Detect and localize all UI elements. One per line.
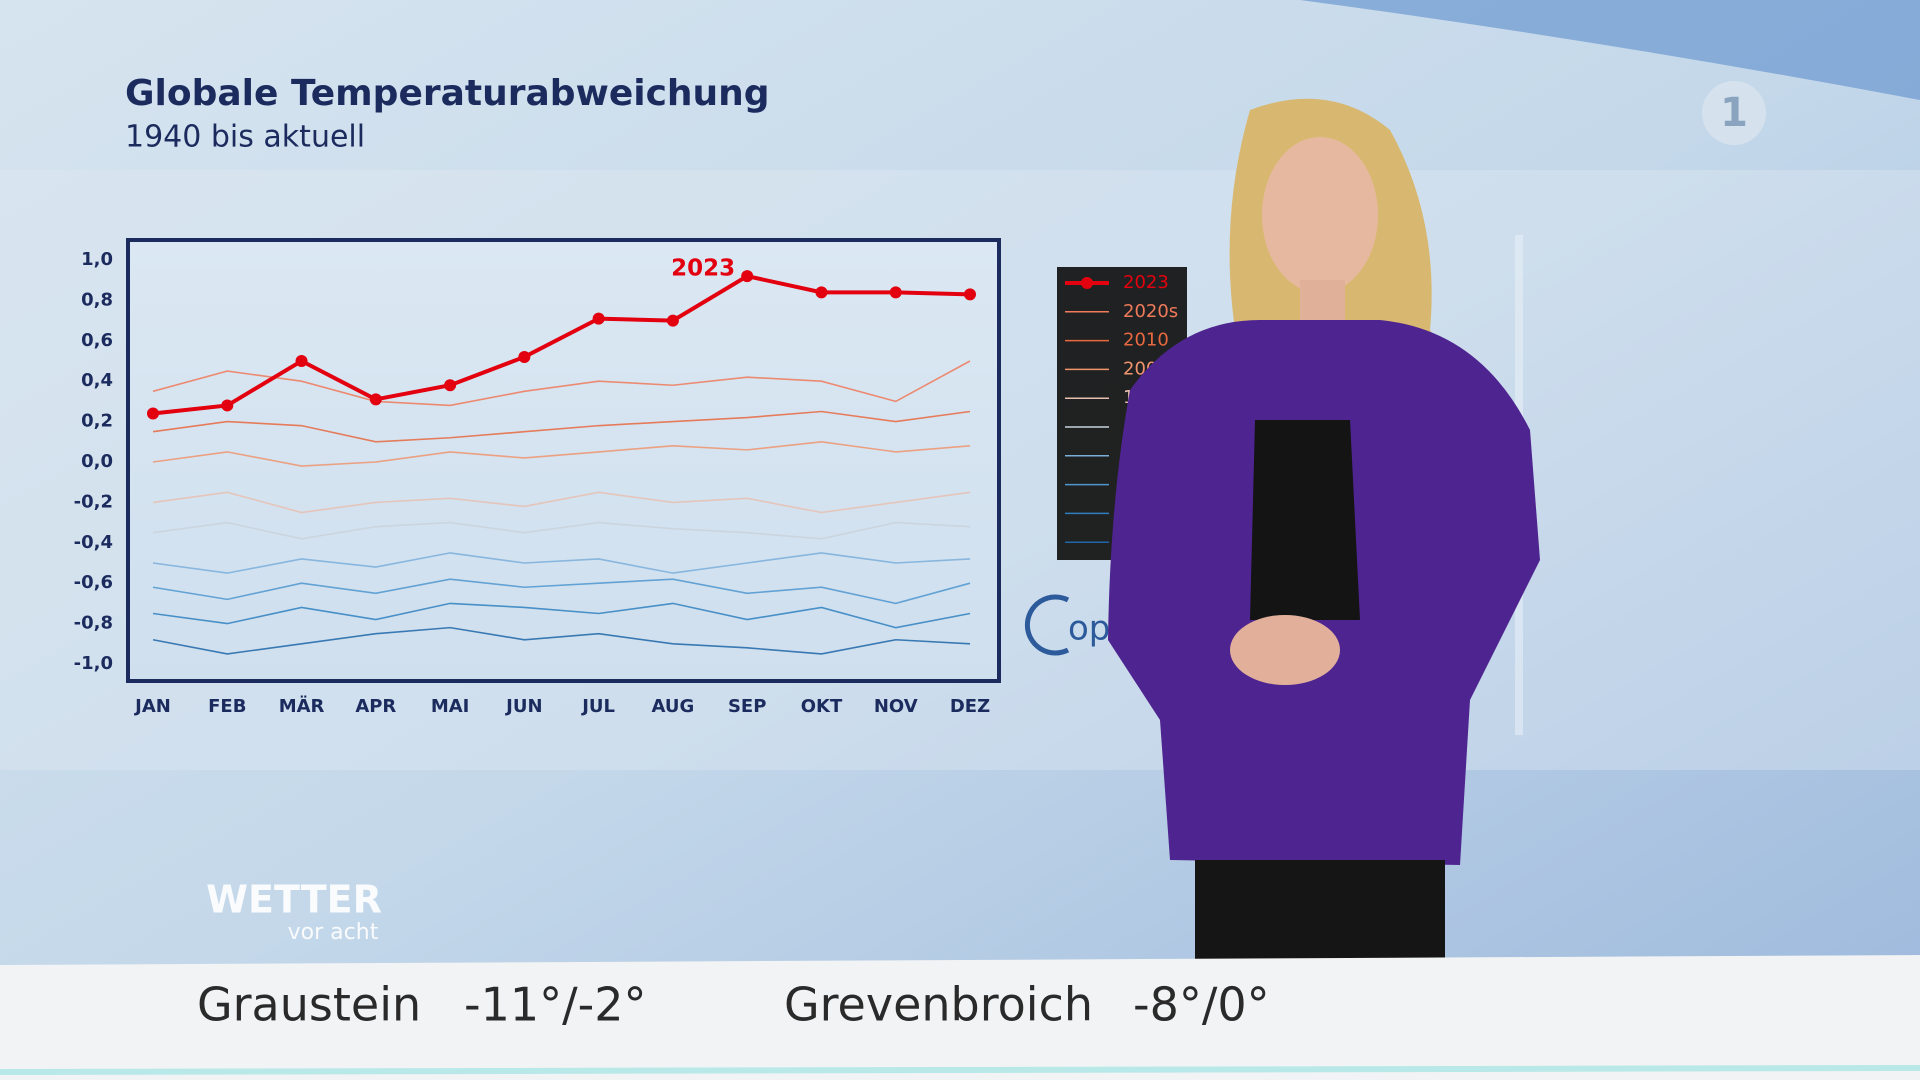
trousers <box>1195 860 1445 970</box>
series-line <box>152 521 971 540</box>
data-point <box>444 379 457 392</box>
legend-marker <box>1081 277 1093 289</box>
series-line <box>152 578 971 605</box>
data-point <box>889 286 902 299</box>
y-tick-label: 0,4 <box>81 370 113 391</box>
channel-logo: 1 <box>1702 81 1766 145</box>
presenter <box>1108 98 1540 970</box>
y-tick-label: 1,0 <box>81 249 113 270</box>
series-line <box>152 360 971 407</box>
x-tick-label: JUN <box>504 696 542 717</box>
backdrop-shape <box>1300 0 1920 100</box>
series-line <box>152 552 971 574</box>
y-tick-label: 0,2 <box>81 411 113 432</box>
show-subtitle: vor acht <box>288 920 379 945</box>
x-tick-label: SEP <box>728 696 766 717</box>
ticker-line <box>0 1065 1920 1075</box>
series-line <box>152 626 971 655</box>
data-point <box>964 288 976 301</box>
x-tick-label: DEZ <box>950 696 990 717</box>
legend-label: 2023 <box>1123 272 1169 293</box>
x-tick-label: AUG <box>652 696 695 717</box>
y-tick-label: -0,4 <box>74 532 113 553</box>
ticker-city: Grevenbroich <box>784 978 1093 1032</box>
x-tick-label: NOV <box>874 696 918 717</box>
plot-layer: -1,0 -0,8 -0,6 -0,4 -0,2 0,0 0,2 0,4 0,6 0,8 1,0 JA… <box>74 249 991 717</box>
series-line <box>152 602 971 629</box>
x-tick-label: JAN <box>133 696 171 717</box>
ticker-temps: -8°/0° <box>1133 978 1270 1032</box>
x-tick-label: APR <box>355 696 396 717</box>
series-line <box>152 440 971 467</box>
data-point <box>221 399 234 412</box>
hands <box>1230 615 1340 685</box>
ticker-city: Graustein <box>197 978 421 1032</box>
y-tick-label: 0,8 <box>81 289 113 310</box>
plot-area <box>126 238 1001 683</box>
ticker-band <box>0 955 1920 1080</box>
chart-title: Globale Temperaturabweichung <box>125 73 770 114</box>
x-tick-label: OKT <box>801 696 843 717</box>
data-point <box>295 355 308 367</box>
x-tick-label: JUL <box>580 696 615 717</box>
data-point <box>592 312 605 325</box>
show-title: WETTER <box>206 878 382 922</box>
data-point <box>815 286 828 299</box>
data-point <box>741 270 754 283</box>
data-point <box>147 407 159 420</box>
logo-circle <box>1702 81 1766 145</box>
ticker-temps: -11°/-2° <box>464 978 647 1032</box>
x-tick-label: MÄR <box>279 695 325 717</box>
y-tick-label: 0,0 <box>81 451 113 472</box>
y-tick-label: -0,6 <box>74 572 113 593</box>
data-point <box>666 314 679 327</box>
x-tick-label: MAI <box>431 696 470 717</box>
y-tick-label: -0,8 <box>74 613 113 634</box>
x-tick-label: FEB <box>208 696 246 717</box>
legend-label: 2010 <box>1123 330 1169 351</box>
series-line <box>152 274 971 416</box>
legend-label: 2020s <box>1123 301 1178 322</box>
annotation: 2023 <box>671 256 735 282</box>
y-tick-label: -1,0 <box>74 653 113 674</box>
series-line <box>152 410 971 443</box>
top <box>1250 420 1360 620</box>
logo-arc <box>1024 594 1070 656</box>
logo-number: 1 <box>1720 90 1748 136</box>
face <box>1262 137 1378 293</box>
y-tick-label: -0,2 <box>74 491 113 512</box>
data-point <box>369 393 382 406</box>
chart-subtitle: 1940 bis aktuell <box>125 120 365 155</box>
y-tick-label: 0,6 <box>81 330 113 351</box>
series-line <box>152 491 971 514</box>
data-point <box>518 350 531 363</box>
ticker: Graustein -11°/-2° Grevenbroich -8°/0° <box>197 978 1270 1032</box>
